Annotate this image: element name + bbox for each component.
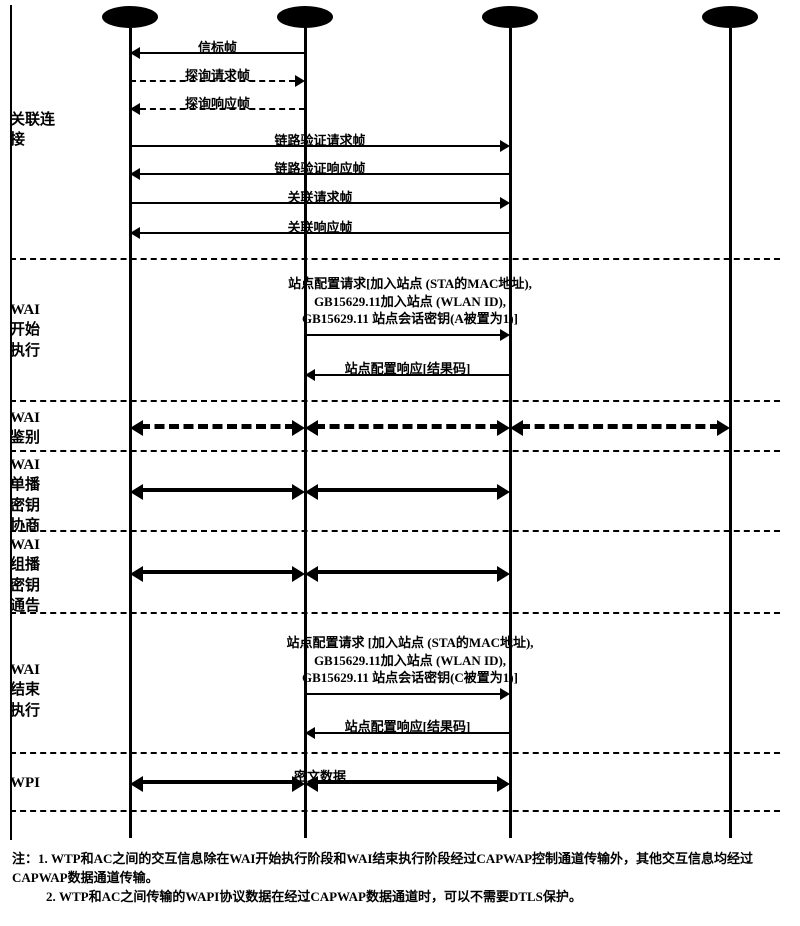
msg-cfg-resp1-line [315, 374, 510, 376]
msg-cfg-req1-line [305, 334, 500, 336]
msg-beacon-line [140, 52, 305, 54]
phase-label-assoc: 关联连接 [10, 110, 60, 151]
bidir-wpi-2-r [497, 776, 510, 792]
msg-cfg-req1-label: 站点配置请求[加入站点 (STA的MAC地址),GB15629.11加入站点 (… [280, 275, 540, 328]
bidir-auth-2 [315, 424, 500, 429]
bidir-wpi-1-r [292, 776, 305, 792]
separator-1 [10, 258, 780, 260]
bidir-unicast-2-l [305, 484, 318, 500]
msg-auth-resp-line [140, 173, 510, 175]
footnote-block: 注：1. WTP和AC之间的交互信息除在WAI开始执行阶段和WAI结束执行阶段经… [12, 850, 780, 907]
msg-cfg-req1-arrow [500, 329, 510, 341]
phase-label-wai-auth: WAI鉴别 [10, 408, 60, 449]
separator-7 [10, 810, 780, 812]
bidir-group-2 [315, 570, 500, 574]
bidir-group-1 [140, 570, 295, 574]
bidir-unicast-2 [315, 488, 500, 492]
msg-probe-req-arrow [295, 75, 305, 87]
bidir-wpi-2 [315, 780, 500, 784]
footnote-2: 2. WTP和AC之间传输的WAPI协议数据在经过CAPWAP数据通道时，可以不… [46, 889, 582, 904]
separator-2 [10, 400, 780, 402]
msg-auth-resp-arrow [130, 168, 140, 180]
bidir-auth-3 [520, 424, 720, 429]
bidir-unicast-1-l [130, 484, 143, 500]
separator-3 [10, 450, 780, 452]
actor-head-2 [277, 6, 333, 28]
bidir-group-2-l [305, 566, 318, 582]
msg-auth-req-line [130, 145, 500, 147]
bidir-wpi-2-l [305, 776, 318, 792]
msg-probe-resp-line [140, 108, 305, 110]
bidir-auth-1-r [292, 420, 305, 436]
msg-assoc-req-line [130, 202, 500, 204]
bidir-group-1-r [292, 566, 305, 582]
phase-label-wai-end: WAI结束执行 [10, 660, 60, 721]
bidir-auth-1 [140, 424, 295, 429]
phase-label-wpi: WPI [10, 773, 60, 793]
msg-cfg-resp1-arrow [305, 369, 315, 381]
bidir-auth-2-l [305, 420, 318, 436]
bidir-auth-1-l [130, 420, 143, 436]
bidir-auth-3-l [510, 420, 523, 436]
msg-assoc-resp-line [140, 232, 510, 234]
phase-label-wai-unicast: WAI单播密钥协商 [10, 455, 60, 536]
msg-cfg-req2-line [305, 693, 500, 695]
msg-cfg-resp2-arrow [305, 727, 315, 739]
separator-4 [10, 530, 780, 532]
bidir-group-1-l [130, 566, 143, 582]
phase-label-wai-group: WAI组播密钥通告 [10, 535, 60, 616]
msg-probe-req-line [130, 80, 295, 82]
bidir-wpi-1-l [130, 776, 143, 792]
msg-cfg-req2-arrow [500, 688, 510, 700]
sequence-diagram: 关联连接 WAI开始执行 WAI鉴别 WAI单播密钥协商 WAI组播密钥通告 W… [0, 0, 800, 926]
bidir-unicast-1 [140, 488, 295, 492]
actor-head-1 [102, 6, 158, 28]
msg-assoc-req-arrow [500, 197, 510, 209]
bidir-unicast-2-r [497, 484, 510, 500]
actor-head-3 [482, 6, 538, 28]
separator-5 [10, 612, 780, 614]
bidir-auth-2-r [497, 420, 510, 436]
footnote-prefix: 注： [12, 851, 38, 866]
actor-head-4 [702, 6, 758, 28]
msg-probe-resp-arrow [130, 103, 140, 115]
phase-label-wai-start: WAI开始执行 [10, 300, 60, 361]
msg-beacon-arrow [130, 47, 140, 59]
bidir-group-2-r [497, 566, 510, 582]
msg-cfg-resp2-line [315, 732, 510, 734]
msg-cfg-req2-label: 站点配置请求 [加入站点 (STA的MAC地址),GB15629.11加入站点 … [280, 634, 540, 687]
msg-auth-req-arrow [500, 140, 510, 152]
bidir-wpi-1 [140, 780, 295, 784]
bidir-unicast-1-r [292, 484, 305, 500]
footnote-1: 1. WTP和AC之间的交互信息除在WAI开始执行阶段和WAI结束执行阶段经过C… [12, 851, 753, 885]
msg-assoc-resp-arrow [130, 227, 140, 239]
bidir-auth-3-r [717, 420, 730, 436]
separator-6 [10, 752, 780, 754]
